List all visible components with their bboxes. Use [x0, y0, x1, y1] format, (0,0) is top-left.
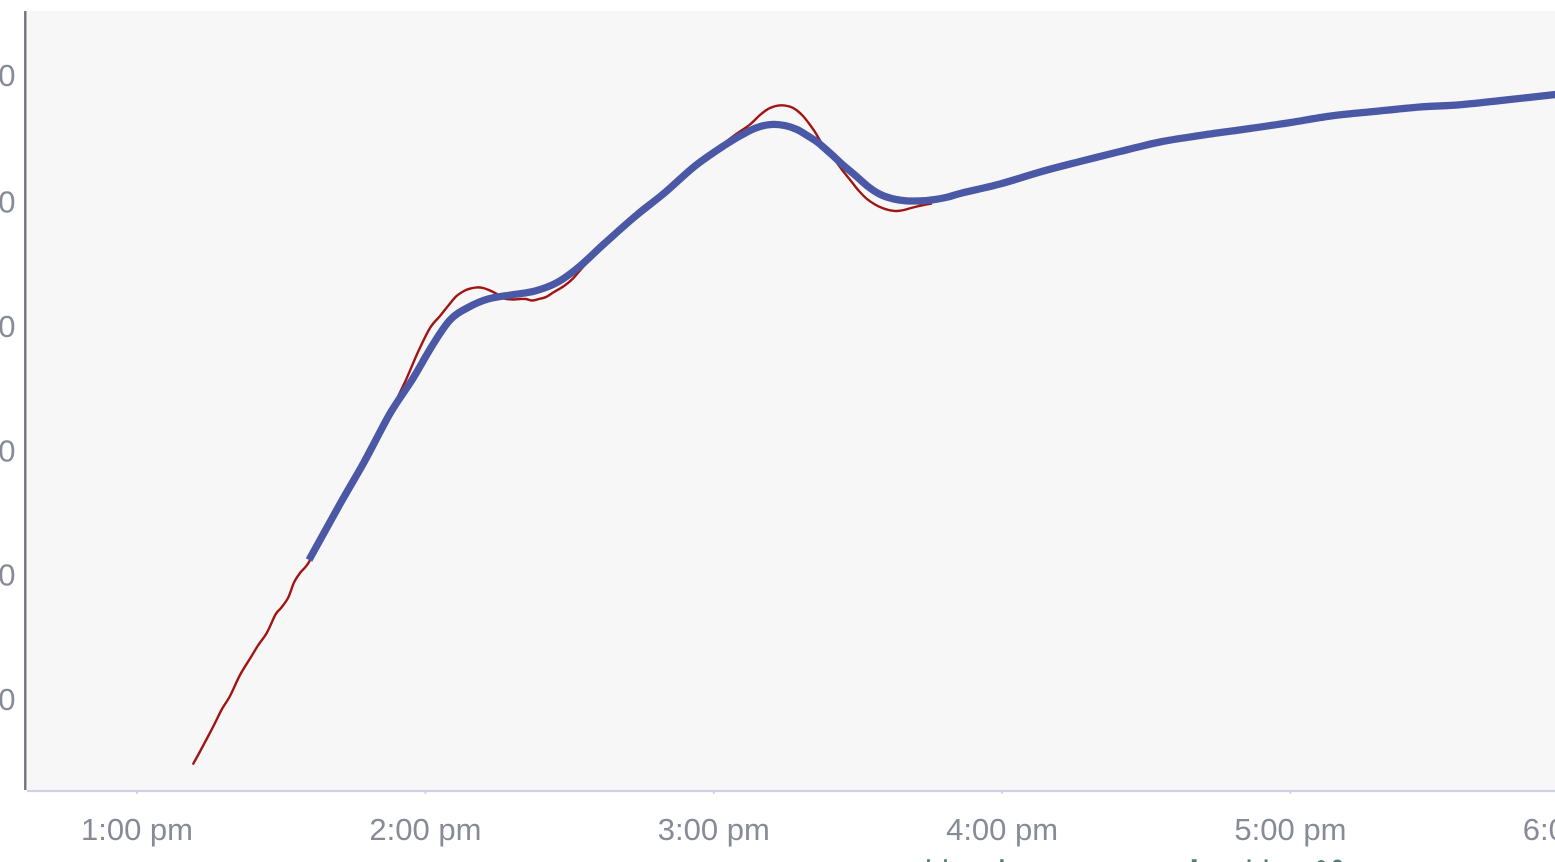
svg-text:0: 0: [0, 58, 16, 93]
svg-text:1:00 pm: 1:00 pm: [81, 812, 193, 847]
svg-text:0: 0: [0, 433, 16, 468]
svg-text:0: 0: [0, 558, 16, 593]
svg-text:6:00 pm: 6:00 pm: [1523, 812, 1555, 847]
svg-text:2:00 pm: 2:00 pm: [369, 812, 481, 847]
svg-text:0: 0: [0, 309, 16, 344]
svg-text:3:00 pm: 3:00 pm: [658, 812, 770, 847]
svg-text:0: 0: [0, 184, 16, 219]
svg-text:5:00 pm: 5:00 pm: [1234, 812, 1346, 847]
svg-text:0: 0: [0, 682, 16, 717]
svg-text:4:00 pm: 4:00 pm: [946, 812, 1058, 847]
